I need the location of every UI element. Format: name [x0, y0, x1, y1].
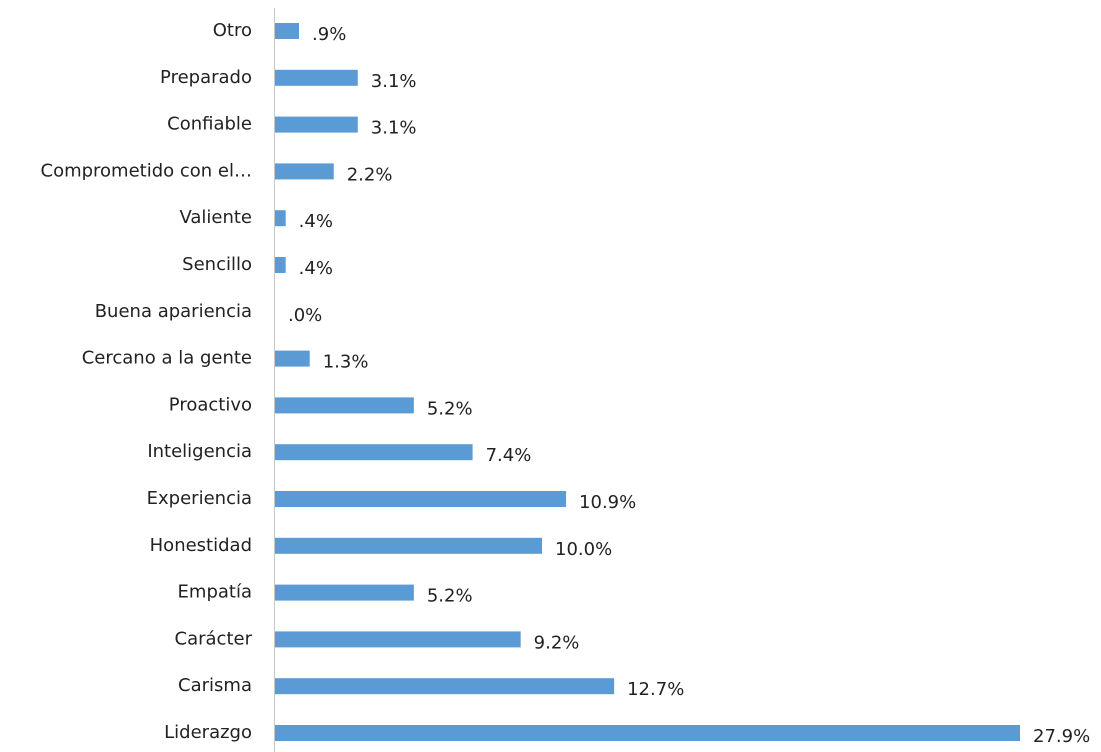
value-label: 5.2%	[427, 398, 473, 419]
category-label: Comprometido con el…	[41, 160, 253, 181]
bar	[275, 584, 414, 601]
value-label: 27.9%	[1033, 726, 1090, 747]
bar	[275, 116, 358, 133]
bar	[275, 350, 310, 367]
value-label: 3.1%	[371, 71, 417, 92]
value-label: 10.9%	[579, 492, 636, 513]
value-label: 9.2%	[534, 632, 580, 653]
bar	[275, 631, 521, 648]
value-label: 2.2%	[347, 164, 393, 185]
value-label: 10.0%	[555, 539, 612, 560]
category-label: Sencillo	[182, 254, 252, 275]
bar	[275, 163, 334, 180]
value-label: .9%	[312, 24, 346, 45]
value-label: 3.1%	[371, 118, 417, 139]
value-label: .0%	[288, 305, 322, 326]
bar	[275, 444, 473, 461]
category-label: Buena apariencia	[95, 301, 252, 322]
value-label: 12.7%	[627, 679, 684, 700]
category-label: Empatía	[178, 582, 252, 603]
category-label: Preparado	[160, 67, 252, 88]
bar	[275, 678, 615, 695]
bar	[275, 725, 1020, 741]
bar	[275, 23, 300, 39]
category-label: Otro	[213, 20, 252, 41]
category-label: Carácter	[175, 628, 253, 649]
value-label: 1.3%	[323, 352, 369, 373]
bar	[275, 69, 358, 86]
category-label: Carisma	[178, 675, 252, 696]
value-label: .4%	[299, 211, 333, 232]
bar	[275, 210, 286, 227]
category-label: Confiable	[167, 114, 252, 135]
value-label: 5.2%	[427, 586, 473, 607]
bar	[275, 397, 414, 414]
bar	[275, 537, 543, 554]
category-label: Valiente	[179, 207, 252, 228]
bar	[275, 491, 567, 507]
category-label: Inteligencia	[147, 441, 252, 462]
category-label: Cercano a la gente	[82, 348, 252, 369]
bar	[275, 257, 286, 273]
category-label: Liderazgo	[164, 722, 252, 743]
value-label: 7.4%	[486, 445, 532, 466]
category-label: Honestidad	[150, 535, 252, 556]
category-label: Experiencia	[147, 488, 252, 509]
value-label: .4%	[299, 258, 333, 279]
category-label: Proactivo	[169, 394, 252, 415]
